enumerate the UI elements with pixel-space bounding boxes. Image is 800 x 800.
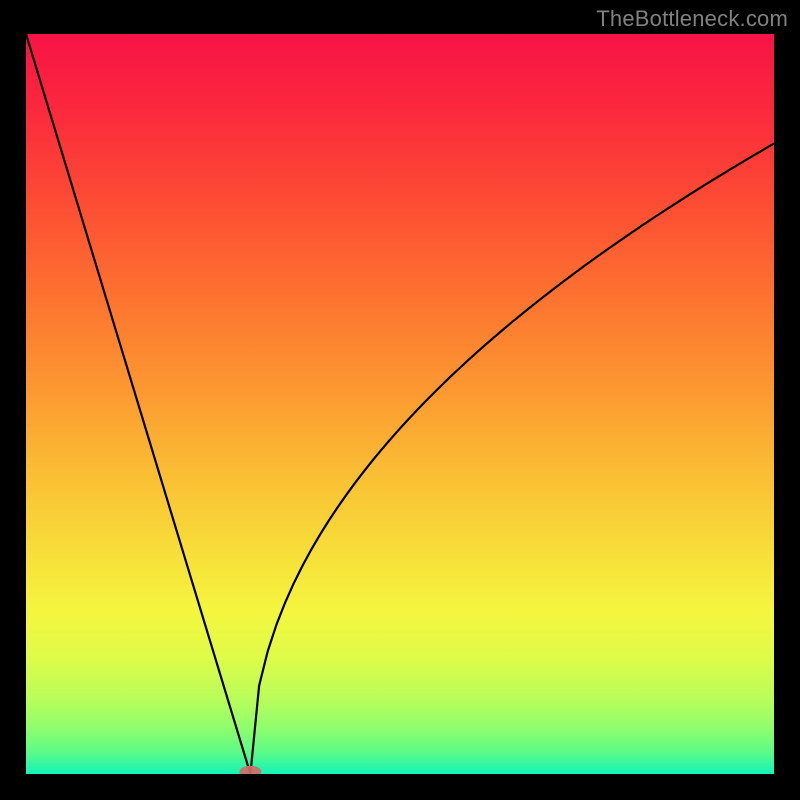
- vertex-marker: [239, 766, 261, 774]
- bottleneck-curve: [26, 34, 774, 774]
- plot-area: [26, 34, 774, 774]
- chart-container: TheBottleneck.com: [0, 0, 800, 800]
- watermark-text: TheBottleneck.com: [596, 6, 788, 32]
